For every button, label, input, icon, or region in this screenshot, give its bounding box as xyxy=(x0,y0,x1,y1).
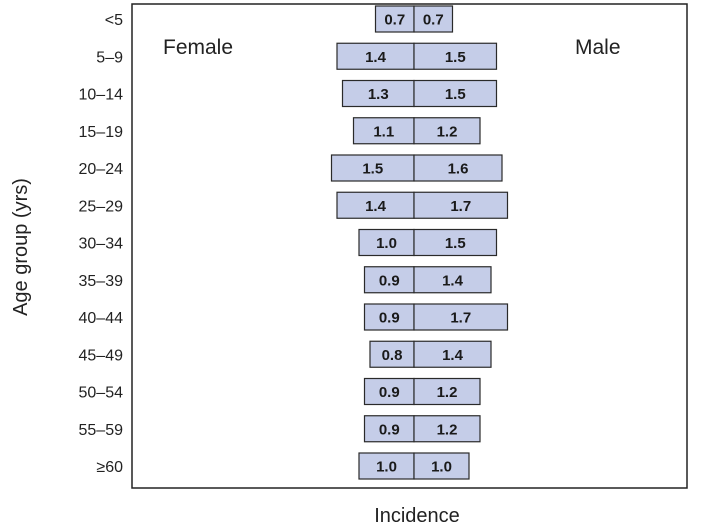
bar-male-20-24 xyxy=(413,154,503,182)
tick-label-lt5: <5 xyxy=(105,12,123,29)
legend-female-label: Female xyxy=(163,36,233,59)
tick-label-15-19: 15–19 xyxy=(79,124,124,141)
bar-male-35-39 xyxy=(413,266,492,294)
value-label-male-5-9: 1.5 xyxy=(445,49,466,66)
value-label-male-35-39: 1.4 xyxy=(442,272,464,289)
plot-frame xyxy=(131,3,688,489)
bar-male-5-9 xyxy=(413,42,498,70)
bar-male-10-14 xyxy=(413,79,498,108)
bar-female-30-34 xyxy=(358,228,415,257)
bars-group xyxy=(330,5,509,480)
bar-female-40-44 xyxy=(363,303,415,331)
bar-male-50-54 xyxy=(413,377,481,406)
value-label-female-50-54: 0.9 xyxy=(379,384,400,401)
tick-label-40-44: 40–44 xyxy=(79,310,124,327)
bar-male-25-29 xyxy=(413,191,509,219)
tick-label-45-49: 45–49 xyxy=(79,347,124,364)
value-label-male-15-19: 1.2 xyxy=(437,123,458,140)
value-label-female-30-34: 1.0 xyxy=(376,235,397,252)
tick-label-10-14: 10–14 xyxy=(79,87,124,104)
bar-male-40-44 xyxy=(413,303,509,331)
bar-female-45-49 xyxy=(369,340,415,368)
value-label-female-15-19: 1.1 xyxy=(373,123,394,140)
tick-label-50-54: 50–54 xyxy=(79,385,124,402)
bar-female-10-14 xyxy=(341,79,415,108)
value-label-male-lt5: 0.7 xyxy=(423,12,444,29)
y-axis-title: Age group (yrs) xyxy=(10,178,32,316)
bar-male-ge60 xyxy=(413,452,470,480)
value-label-female-20-24: 1.5 xyxy=(362,161,383,178)
value-label-female-40-44: 0.9 xyxy=(379,310,400,327)
bar-female-55-59 xyxy=(363,415,415,443)
tick-label-55-59: 55–59 xyxy=(79,422,124,439)
bar-female-20-24 xyxy=(330,154,415,182)
tick-label-25-29: 25–29 xyxy=(79,198,124,215)
bar-female-lt5 xyxy=(374,5,415,33)
value-label-male-50-54: 1.2 xyxy=(437,384,458,401)
value-label-female-55-59: 0.9 xyxy=(379,421,400,438)
value-label-male-10-14: 1.5 xyxy=(445,86,466,103)
bar-female-50-54 xyxy=(363,377,415,406)
value-label-female-35-39: 0.9 xyxy=(379,272,400,289)
value-label-female-lt5: 0.7 xyxy=(384,12,405,29)
age-group-tick-labels: <5 5–9 10–14 15–19 20–24 25–29 30–34 35–39 40–44… xyxy=(79,12,124,476)
bar-male-15-19 xyxy=(413,117,481,145)
value-label-female-25-29: 1.4 xyxy=(365,198,387,215)
tick-label-5-9: 5–9 xyxy=(96,49,123,66)
x-axis-title: Incidence xyxy=(374,505,460,527)
value-label-male-30-34: 1.5 xyxy=(445,235,466,252)
value-label-female-ge60: 1.0 xyxy=(376,459,397,476)
value-label-female-5-9: 1.4 xyxy=(365,49,387,66)
tick-label-30-34: 30–34 xyxy=(79,236,124,253)
legend-male-label: Male xyxy=(575,36,621,59)
bar-male-lt5 xyxy=(413,5,454,33)
tick-label-35-39: 35–39 xyxy=(79,273,124,290)
bar-male-45-49 xyxy=(413,340,492,368)
bar-female-15-19 xyxy=(352,117,415,145)
value-label-male-20-24: 1.6 xyxy=(448,161,469,178)
value-label-male-25-29: 1.7 xyxy=(450,198,471,215)
value-label-male-45-49: 1.4 xyxy=(442,347,464,364)
bar-male-55-59 xyxy=(413,415,481,443)
value-label-male-ge60: 1.0 xyxy=(431,459,452,476)
tick-label-20-24: 20–24 xyxy=(79,161,124,178)
value-label-male-40-44: 1.7 xyxy=(450,310,471,327)
value-label-female-45-49: 0.8 xyxy=(382,347,403,364)
bar-female-25-29 xyxy=(336,191,415,219)
value-label-female-10-14: 1.3 xyxy=(368,86,389,103)
bar-male-30-34 xyxy=(413,228,498,257)
value-labels-group: 0.7 0.7 1.4 1.5 1.3 1.5 1.1 1.2 1.5 1.6 1.4 1.7 1.0 1… xyxy=(362,12,471,476)
value-label-male-55-59: 1.2 xyxy=(437,421,458,438)
tick-label-ge60: ≥60 xyxy=(96,459,123,476)
